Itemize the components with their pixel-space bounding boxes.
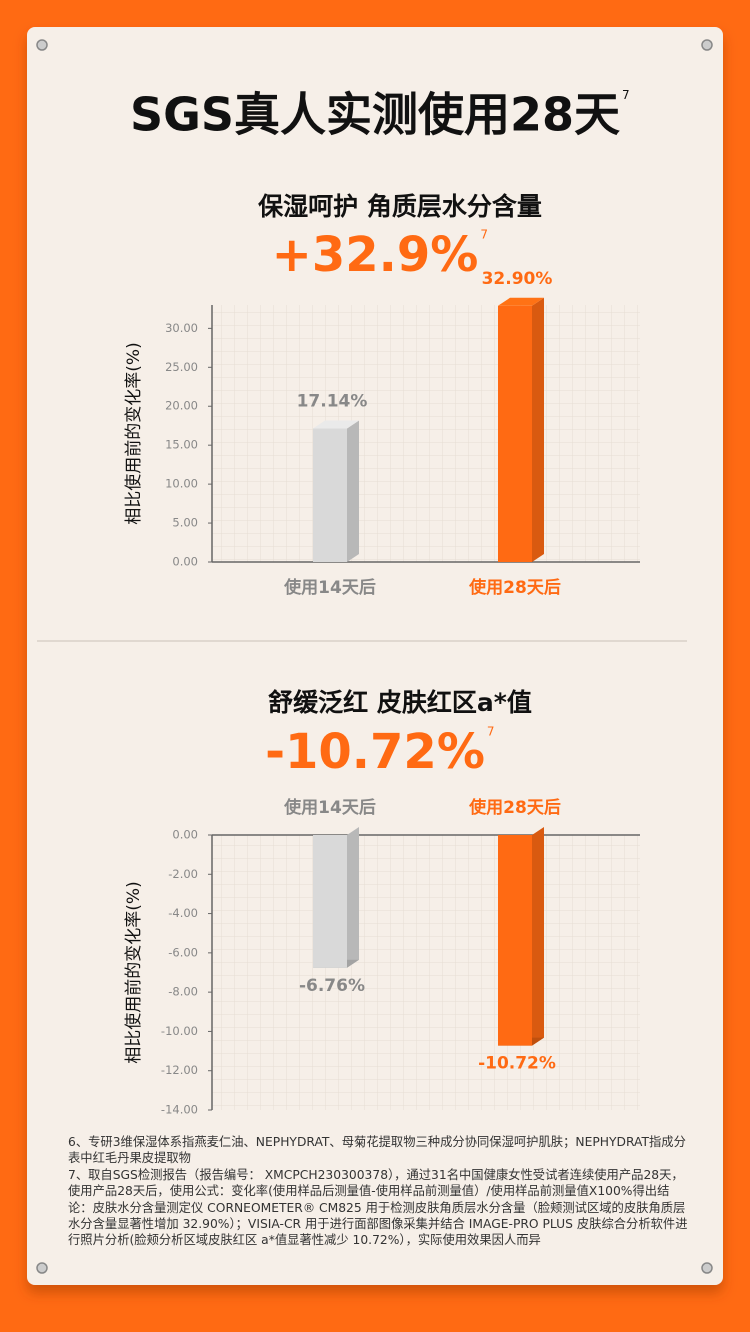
- superscript: 7: [480, 228, 488, 242]
- superscript: 7: [622, 88, 630, 102]
- y-tick-label: 0.00: [172, 828, 198, 842]
- bar-side: [532, 297, 544, 562]
- bar-side: [532, 827, 544, 1046]
- bar: [313, 428, 347, 562]
- bar: [498, 835, 532, 1046]
- x-tick-label: 使用14天后: [283, 577, 376, 598]
- y-tick-label: -8.00: [168, 985, 198, 999]
- page-title: SGS真人实测使用28天: [130, 88, 620, 142]
- plot-grid: [212, 835, 640, 1110]
- y-tick-label: 5.00: [172, 516, 198, 530]
- y-tick-label: 0.00: [172, 555, 198, 569]
- bar-top: [498, 297, 544, 306]
- y-tick-label: 15.00: [165, 438, 198, 452]
- y-tick-label: 30.00: [165, 321, 198, 335]
- footnote: 7、取自SGS检测报告（报告编号： XMCPCH230300378），通过31名…: [68, 1167, 688, 1248]
- bar-top: [313, 420, 359, 429]
- screws: [36, 39, 713, 1274]
- x-tick-label: 使用28天后: [468, 797, 561, 818]
- chart-title: 舒缓泛红 皮肤红区a*值: [268, 688, 532, 717]
- y-tick-label: -10.00: [161, 1024, 198, 1038]
- value-label: 17.14%: [297, 392, 368, 412]
- y-tick-label: -2.00: [168, 867, 198, 881]
- value-label: -6.76%: [299, 976, 365, 996]
- y-tick-label: -4.00: [168, 906, 198, 920]
- x-tick-label: 使用28天后: [468, 577, 561, 598]
- superscript: 7: [487, 725, 495, 739]
- footnote: 6、专研3维保湿体系指燕麦仁油、NEPHYDRAT、母菊花提取物三种成分协同保湿…: [68, 1135, 686, 1166]
- value-label: 32.90%: [482, 269, 553, 289]
- bar-side: [347, 827, 359, 968]
- value-label: -10.72%: [478, 1054, 556, 1074]
- plot-grid: [212, 305, 640, 562]
- bar: [498, 305, 532, 562]
- x-tick-label: 使用14天后: [283, 797, 376, 818]
- y-axis-label: 相比使用前的变化率(%): [123, 342, 144, 524]
- bar: [313, 835, 347, 968]
- bar-side: [347, 420, 359, 562]
- y-tick-label: 10.00: [165, 477, 198, 491]
- headline: -10.72%: [265, 724, 485, 780]
- y-tick-label: 25.00: [165, 360, 198, 374]
- y-tick-label: -6.00: [168, 945, 198, 959]
- y-tick-label: -12.00: [161, 1063, 198, 1077]
- chart-title: 保湿呵护 角质层水分含量: [257, 192, 542, 221]
- footnotes: 6、专研3维保湿体系指燕麦仁油、NEPHYDRAT、母菊花提取物三种成分协同保湿…: [68, 1134, 690, 1249]
- y-tick-label: -14.00: [161, 1103, 198, 1117]
- y-axis-label: 相比使用前的变化率(%): [123, 881, 144, 1063]
- headline: +32.9%: [272, 227, 479, 283]
- y-tick-label: 20.00: [165, 399, 198, 413]
